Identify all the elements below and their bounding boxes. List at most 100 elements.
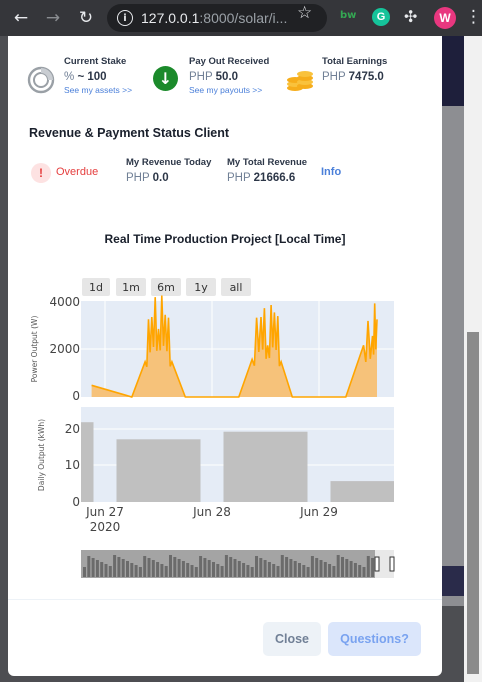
daily-bar-2020-06-26 [81,422,94,502]
grammarly-extension-icon[interactable]: G [372,8,390,26]
slider-bar [143,556,147,577]
payment-status-badge: Overdue [56,166,99,178]
slider-bar [91,558,95,577]
url-text: 127.0.0.1:8000/solar/i... [141,10,288,26]
slider-bar [100,562,104,577]
extensions-puzzle-icon[interactable]: ✣ [404,7,418,26]
back-arrow-icon[interactable]: ← [13,8,29,28]
site-info-icon[interactable]: i [117,10,133,26]
slider-bar [362,567,366,577]
see-payouts-link[interactable]: See my payouts >> [189,85,263,95]
xtick-jun29: Jun 29 [299,505,338,519]
slider-bar [130,563,134,577]
slider-bar [233,559,237,577]
earnings-value: 7475.0 [348,71,384,83]
slider-bar [164,566,168,577]
slider-bar [147,558,151,577]
bookmark-star-icon[interactable]: ☆ [297,3,313,23]
range-slider-window[interactable] [375,550,394,578]
page-header-strip [442,36,464,106]
stake-value: ~ 100 [77,71,107,83]
power-ylabel: Power Output (W) [30,316,39,383]
power-ytick-2000: 2000 [49,342,80,356]
stat-payout-received: Pay Out Received PHP 50.0 See my payouts… [189,56,269,95]
chart-title: Real Time Production Project [Local Time… [104,232,346,246]
range-button-1d[interactable]: 1d [82,278,110,296]
address-bar[interactable]: i 127.0.0.1:8000/solar/i... [107,4,327,32]
slider-bar [310,556,314,577]
slider-bar [83,567,86,577]
slider-bar [237,561,241,577]
revenue-today-currency: PHP [126,172,150,184]
range-slider-handle-right[interactable] [389,556,395,572]
slider-bar [190,565,194,577]
profile-avatar[interactable]: W [434,7,456,29]
daily-bar-2020-06-29 [330,481,394,502]
stat-current-stake: Current Stake % ~ 100 See my assets >> [64,56,132,95]
revenue-today-value: 0.0 [152,172,169,184]
slider-bar [371,558,375,577]
slider-bar [242,563,246,577]
revenue-section-title: Revenue & Payment Status Client [29,126,230,140]
revenue-info-link[interactable]: Info [321,166,342,178]
close-button[interactable]: Close [263,622,321,656]
power-ytick-0: 0 [72,389,80,403]
range-button-1m[interactable]: 1m [116,278,146,296]
see-assets-link[interactable]: See my assets >> [64,85,133,95]
page-content-strip [442,106,464,606]
slider-bar [250,567,254,577]
slider-bar [117,557,121,577]
earnings-currency: PHP [322,71,346,83]
slider-bar [108,566,112,577]
slider-bar [104,564,108,577]
bitwarden-extension-icon[interactable]: bw [340,10,357,21]
production-chart[interactable]: 4000 2000 0 Power Output (W) 20 10 0 Dai… [8,36,442,596]
slider-bar [306,567,310,577]
forward-arrow-icon[interactable]: → [45,8,61,28]
slider-bar [267,562,271,577]
daily-bar-2020-06-28 [223,431,308,502]
slider-bar [212,562,215,577]
slider-bar [186,563,190,577]
payout-currency: PHP [189,71,213,83]
slider-bar [246,565,250,577]
reload-icon[interactable]: ↻ [78,8,94,28]
slider-bar [121,559,125,577]
slider-bar [280,555,284,577]
coins-stack-icon [287,71,313,91]
slider-bar [289,559,293,577]
slider-bar [220,566,224,577]
browser-toolbar: ← → ↻ i 127.0.0.1:8000/solar/i... ☆ bw G… [0,0,482,36]
slider-bar [349,561,353,577]
questions-button[interactable]: Questions? [328,622,421,656]
stat-total-revenue: My Total Revenue PHP 21666.6 [227,157,307,184]
slider-bar [293,561,297,577]
daily-bar-2020-06-27 [116,439,201,502]
daily-ylabel: Daily Output (kWh) [37,419,46,491]
slider-bar [126,561,129,577]
range-slider-handle-left[interactable] [374,556,380,572]
slider-bar [345,559,349,577]
slider-bar [319,560,323,577]
range-button-1y[interactable]: 1y [186,278,216,296]
slider-bar [366,556,370,577]
page-scrollbar-thumb[interactable] [467,332,479,674]
earnings-title: Total Earnings [322,56,388,67]
xtick-year: 2020 [90,520,121,534]
slider-bar [194,567,198,577]
slider-bar [199,556,203,577]
power-area-fill [91,295,377,397]
range-button-6m[interactable]: 6m [151,278,181,296]
slider-bar [169,555,172,577]
total-revenue-currency: PHP [227,172,251,184]
range-button-all[interactable]: all [221,278,251,296]
menu-kebab-icon[interactable]: ⋮ [465,7,482,27]
slider-bar [229,557,233,577]
slider-bar [181,561,185,577]
slider-bar [113,555,117,577]
xtick-jun28: Jun 28 [192,505,231,519]
xtick-jun27: Jun 27 [85,505,124,519]
slider-bar [263,560,267,577]
power-ytick-4000: 4000 [49,295,80,309]
slider-bar [156,562,160,577]
